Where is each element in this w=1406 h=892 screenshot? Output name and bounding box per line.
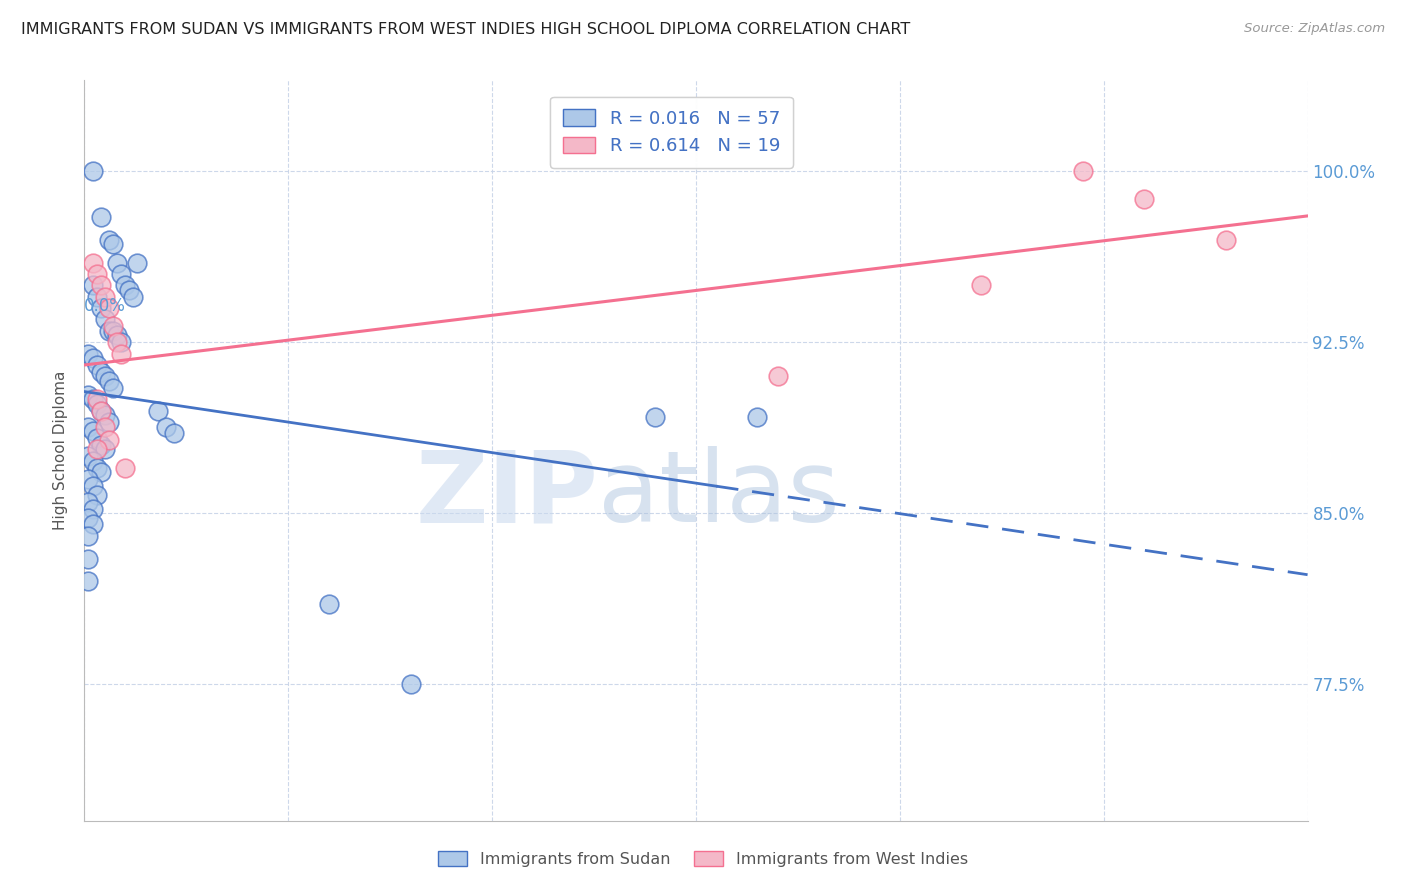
Point [82, 479, 104, 493]
Point [82, 351, 104, 366]
Point [90, 278, 112, 293]
Point [118, 283, 141, 297]
Point [122, 290, 145, 304]
Point [82, 501, 104, 516]
Legend: Immigrants from Sudan, Immigrants from West Indies: Immigrants from Sudan, Immigrants from W… [430, 844, 976, 875]
Point [97, 434, 120, 448]
Point [101, 319, 124, 334]
Point [77, 419, 100, 434]
Point [146, 403, 169, 417]
Point [93, 408, 115, 422]
Point [90, 465, 112, 479]
Point [82, 255, 104, 269]
Point [110, 267, 132, 281]
Point [86, 397, 108, 411]
Point [105, 255, 128, 269]
Point [114, 460, 136, 475]
Y-axis label: High School Diploma: High School Diploma [53, 371, 69, 530]
Point [97, 301, 120, 315]
Point [399, 677, 422, 691]
Point [77, 449, 100, 463]
Point [110, 346, 132, 360]
Text: IMMIGRANTS FROM SUDAN VS IMMIGRANTS FROM WEST INDIES HIGH SCHOOL DIPLOMA CORRELA: IMMIGRANTS FROM SUDAN VS IMMIGRANTS FROM… [21, 22, 910, 37]
Point [101, 381, 124, 395]
Point [77, 346, 100, 360]
Point [77, 529, 100, 543]
Point [101, 324, 124, 338]
Point [77, 387, 100, 401]
Point [90, 210, 112, 224]
Point [82, 164, 104, 178]
Point [97, 374, 120, 388]
Point [1215, 233, 1237, 247]
Point [1073, 164, 1095, 178]
Text: atlas: atlas [598, 446, 839, 543]
Point [105, 335, 128, 350]
Point [766, 369, 789, 384]
Point [77, 574, 100, 589]
Point [82, 453, 104, 467]
Point [747, 410, 769, 425]
Text: 0.0%: 0.0% [84, 297, 127, 315]
Point [77, 551, 100, 566]
Point [82, 424, 104, 438]
Point [82, 392, 104, 407]
Point [77, 510, 100, 524]
Point [97, 415, 120, 429]
Point [155, 419, 177, 434]
Point [93, 290, 115, 304]
Point [93, 419, 115, 434]
Point [86, 358, 108, 372]
Point [163, 426, 186, 441]
Point [86, 488, 108, 502]
Point [644, 410, 666, 425]
Point [1133, 192, 1156, 206]
Point [90, 301, 112, 315]
Point [86, 392, 108, 407]
Point [93, 442, 115, 457]
Point [90, 438, 112, 452]
Point [101, 237, 124, 252]
Legend: R = 0.016   N = 57, R = 0.614   N = 19: R = 0.016 N = 57, R = 0.614 N = 19 [550, 96, 793, 168]
Text: Source: ZipAtlas.com: Source: ZipAtlas.com [1244, 22, 1385, 36]
Point [77, 472, 100, 486]
Point [82, 517, 104, 532]
Point [318, 597, 340, 611]
Point [82, 278, 104, 293]
Point [114, 278, 136, 293]
Point [97, 233, 120, 247]
Point [86, 431, 108, 445]
Point [90, 403, 112, 417]
Point [86, 290, 108, 304]
Point [970, 278, 993, 293]
Point [110, 335, 132, 350]
Point [127, 255, 149, 269]
Point [86, 442, 108, 457]
Text: ZIP: ZIP [415, 446, 598, 543]
Point [97, 324, 120, 338]
Point [86, 267, 108, 281]
Point [77, 494, 100, 508]
Point [93, 312, 115, 326]
Point [90, 365, 112, 379]
Point [90, 403, 112, 417]
Point [86, 460, 108, 475]
Point [93, 369, 115, 384]
Point [105, 328, 128, 343]
